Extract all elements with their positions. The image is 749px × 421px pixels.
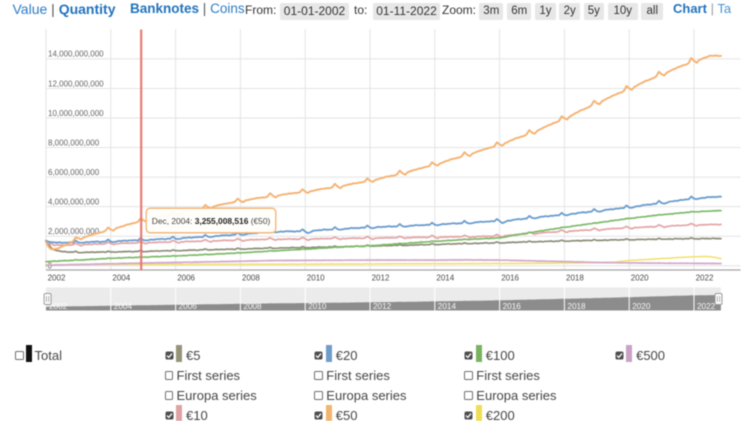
svg-text:2,000,000,000: 2,000,000,000 <box>48 227 100 236</box>
svg-text:2010: 2010 <box>308 302 327 311</box>
svg-text:2018: 2018 <box>567 302 586 311</box>
svg-text:2014: 2014 <box>436 274 454 283</box>
svg-text:2012: 2012 <box>372 274 390 283</box>
svg-text:2022: 2022 <box>697 302 716 311</box>
svg-text:Dec, 2004: 3,255,008,516 (€50): Dec, 2004: 3,255,008,516 (€50) <box>152 216 271 226</box>
svg-text:2012: 2012 <box>373 302 392 311</box>
svg-text:12,000,000,000: 12,000,000,000 <box>48 79 104 88</box>
svg-text:2008: 2008 <box>242 274 260 283</box>
svg-text:2004: 2004 <box>112 274 130 283</box>
svg-text:2016: 2016 <box>503 302 522 311</box>
svg-text:2010: 2010 <box>307 274 325 283</box>
svg-text:2022: 2022 <box>696 274 714 283</box>
svg-text:2002: 2002 <box>48 274 66 283</box>
svg-text:2006: 2006 <box>179 302 198 311</box>
svg-text:2020: 2020 <box>631 274 649 283</box>
svg-text:8,000,000,000: 8,000,000,000 <box>48 138 100 147</box>
svg-text:2016: 2016 <box>501 274 519 283</box>
svg-text:2020: 2020 <box>632 302 651 311</box>
svg-text:2014: 2014 <box>438 302 457 311</box>
svg-text:6,000,000,000: 6,000,000,000 <box>48 168 100 177</box>
svg-text:2006: 2006 <box>177 274 195 283</box>
svg-text:14,000,000,000: 14,000,000,000 <box>48 50 104 59</box>
svg-text:2004: 2004 <box>114 302 133 311</box>
svg-text:10,000,000,000: 10,000,000,000 <box>48 109 104 118</box>
svg-text:2008: 2008 <box>243 302 262 311</box>
svg-text:2018: 2018 <box>566 274 584 283</box>
svg-text:2002: 2002 <box>49 302 68 311</box>
svg-text:4,000,000,000: 4,000,000,000 <box>48 197 100 206</box>
